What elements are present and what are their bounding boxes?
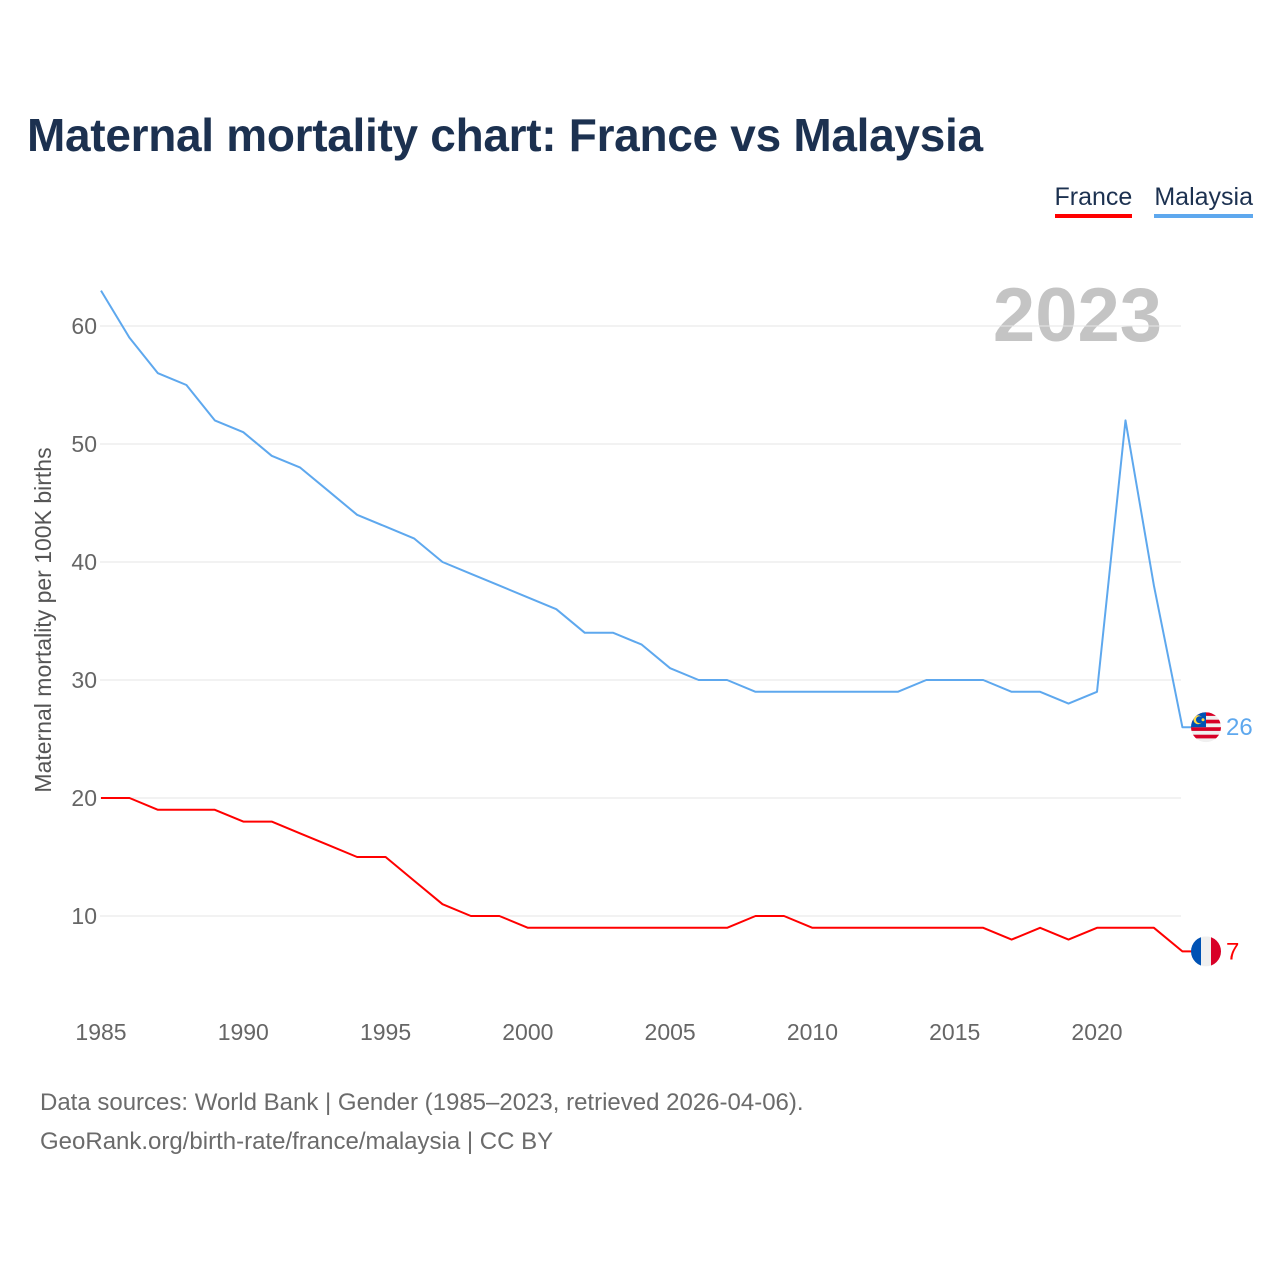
x-tick-label: 1990: [218, 1019, 269, 1045]
current-year-label: 2023: [992, 273, 1162, 358]
footer-sources: Data sources: World Bank | Gender (1985–…: [40, 1089, 804, 1116]
end-value-label-france: 7: [1226, 938, 1239, 965]
end-value-label-malaysia: 26: [1226, 714, 1253, 741]
legend-item-france[interactable]: France: [1054, 183, 1133, 218]
y-tick-label: 60: [71, 313, 97, 339]
y-tick-label: 10: [71, 903, 97, 929]
malaysia-flag-icon: [1191, 712, 1221, 743]
france-flag-icon: [1191, 936, 1221, 967]
legend-item-malaysia[interactable]: Malaysia: [1154, 183, 1253, 218]
y-axis-label: Maternal mortality per 100K births: [30, 447, 56, 792]
x-tick-label: 2010: [787, 1019, 838, 1045]
footer-link[interactable]: GeoRank.org/birth-rate/france/malaysia |…: [40, 1128, 554, 1155]
series-line-malaysia: [100, 290, 1195, 729]
x-tick-label: 1985: [75, 1019, 126, 1045]
y-tick-label: 50: [71, 431, 97, 457]
x-tick-label: 2015: [929, 1019, 980, 1045]
y-tick-label: 40: [71, 549, 97, 575]
x-tick-label: 2000: [502, 1019, 553, 1045]
series-line-france: [101, 797, 1195, 953]
x-tick-label: 2005: [645, 1019, 696, 1045]
y-tick-label: 20: [71, 785, 97, 811]
x-tick-label: 2020: [1071, 1019, 1122, 1045]
legend: France Malaysia: [1054, 183, 1253, 218]
x-tick-label: 1995: [360, 1019, 411, 1045]
chart-title: Maternal mortality chart: France vs Mala…: [27, 109, 983, 161]
y-tick-label: 30: [71, 667, 97, 693]
